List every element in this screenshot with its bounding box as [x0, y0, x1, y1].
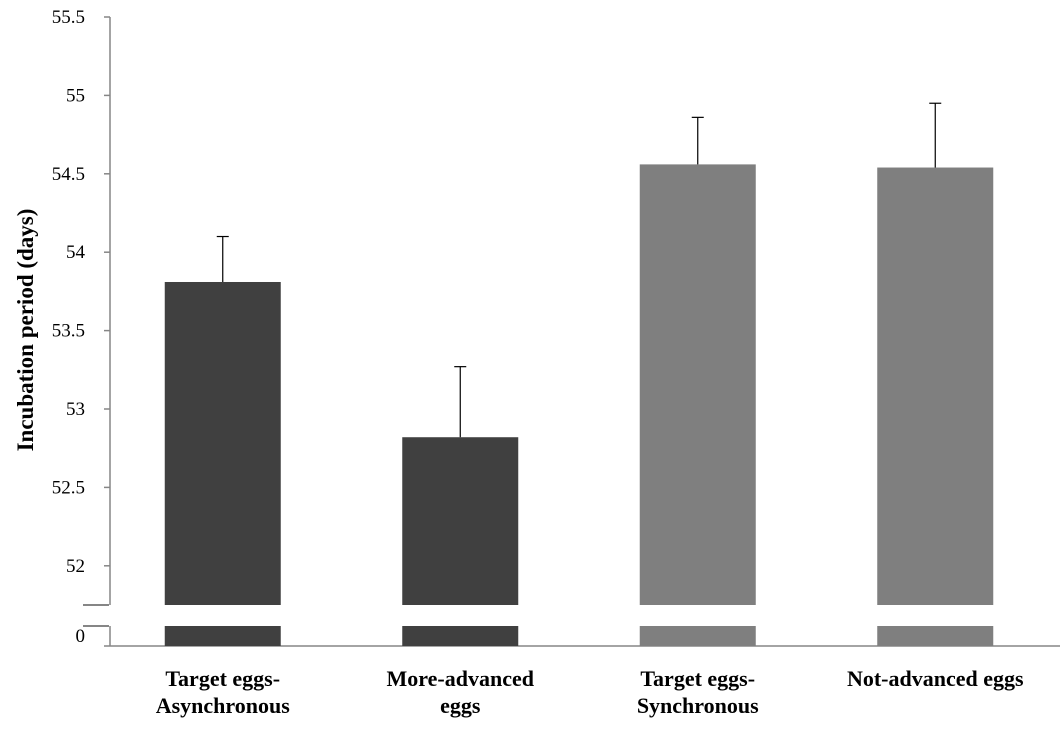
y-baseline-label: 0	[76, 626, 86, 647]
y-tick-label: 55	[66, 85, 85, 106]
y-tick-label: 52	[66, 556, 85, 577]
y-tick-label: 55.5	[52, 7, 85, 28]
bar	[877, 167, 994, 605]
y-tick-label: 54.5	[52, 164, 85, 185]
bar-base-segment	[164, 626, 281, 646]
x-category-label: Not-advanced eggs	[847, 666, 1024, 691]
x-category-label: Target eggs-	[165, 666, 280, 691]
bar-base-segment	[877, 626, 994, 646]
y-tick-label: 53	[66, 399, 85, 420]
y-tick-label: 52.5	[52, 477, 85, 498]
x-category-label: Asynchronous	[156, 693, 291, 718]
bar	[639, 164, 756, 605]
bar	[402, 437, 519, 605]
x-category-label: Target eggs-	[640, 666, 755, 691]
bar-base-segment	[402, 626, 519, 646]
x-category-label: Synchronous	[637, 693, 759, 718]
bars-layer	[164, 102, 994, 646]
x-category-label: eggs	[440, 693, 481, 718]
y-axis-title: Incubation period (days)	[13, 209, 38, 452]
y-tick-label: 53.5	[52, 321, 85, 342]
bar	[164, 281, 281, 605]
bar-base-segment	[639, 626, 756, 646]
y-tick-label: 54	[66, 242, 86, 263]
x-category-label: More-advanced	[387, 666, 534, 691]
